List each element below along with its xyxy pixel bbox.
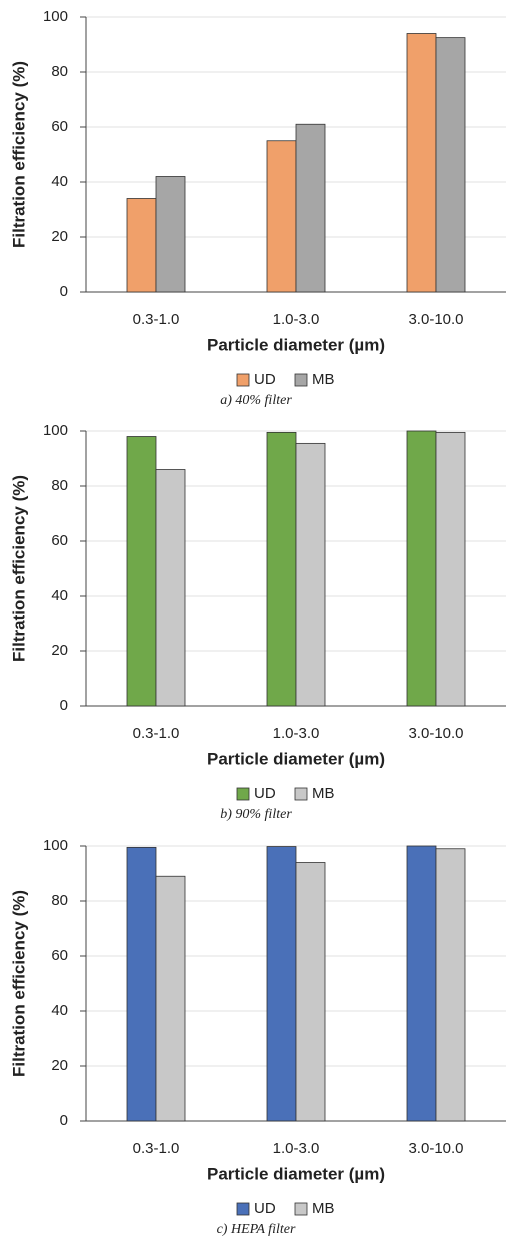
- x-axis-label: Particle diameter (µm): [207, 749, 385, 768]
- legend-label: MB: [312, 371, 335, 388]
- x-tick-label: 3.0-10.0: [408, 1140, 463, 1157]
- y-tick-label: 60: [51, 118, 68, 135]
- y-axis-label: Filtration efficiency (%): [9, 475, 28, 662]
- y-tick-label: 100: [43, 8, 68, 25]
- x-tick-label: 0.3-1.0: [133, 725, 180, 742]
- y-tick-label: 80: [51, 63, 68, 80]
- bar: [126, 436, 157, 707]
- legend-swatch: [236, 373, 250, 387]
- bar: [406, 430, 437, 707]
- x-axis-label: Particle diameter (µm): [207, 335, 385, 354]
- bar: [155, 875, 186, 1122]
- y-tick-label: 100: [43, 422, 68, 439]
- y-tick-label: 0: [60, 283, 68, 300]
- bar: [435, 848, 466, 1122]
- x-tick-label: 3.0-10.0: [408, 311, 463, 328]
- x-tick-label: 0.3-1.0: [133, 311, 180, 328]
- legend-label: MB: [312, 1200, 335, 1217]
- y-tick-label: 40: [51, 173, 68, 190]
- legend-swatch: [236, 1202, 250, 1216]
- legend-swatch: [294, 373, 308, 387]
- x-tick-label: 1.0-3.0: [273, 725, 320, 742]
- y-tick-label: 60: [51, 532, 68, 549]
- y-tick-label: 0: [60, 697, 68, 714]
- bar: [266, 431, 297, 707]
- x-tick-label: 0.3-1.0: [133, 1140, 180, 1157]
- legend-swatch: [294, 787, 308, 801]
- legend-label: UD: [254, 371, 276, 388]
- y-tick-label: 100: [43, 837, 68, 854]
- y-tick-label: 80: [51, 477, 68, 494]
- x-tick-label: 1.0-3.0: [273, 311, 320, 328]
- bar: [295, 862, 326, 1122]
- caption: b) 90% filter: [220, 807, 292, 822]
- y-tick-label: 40: [51, 1002, 68, 1019]
- legend-label: UD: [254, 785, 276, 802]
- bar: [155, 176, 186, 293]
- bar: [295, 123, 326, 293]
- y-tick-label: 20: [51, 642, 68, 659]
- bar: [266, 846, 297, 1122]
- y-axis-label: Filtration efficiency (%): [9, 890, 28, 1077]
- y-tick-label: 0: [60, 1112, 68, 1129]
- bar: [266, 140, 297, 293]
- legend-label: UD: [254, 1200, 276, 1217]
- x-tick-label: 1.0-3.0: [273, 1140, 320, 1157]
- legend-label: MB: [312, 785, 335, 802]
- legend-swatch: [294, 1202, 308, 1216]
- bar: [435, 431, 466, 707]
- legend-swatch: [236, 787, 250, 801]
- y-axis-label: Filtration efficiency (%): [9, 61, 28, 248]
- bar: [435, 37, 466, 293]
- y-tick-label: 20: [51, 228, 68, 245]
- x-tick-label: 3.0-10.0: [408, 725, 463, 742]
- y-tick-label: 60: [51, 947, 68, 964]
- caption: a) 40% filter: [220, 393, 292, 408]
- bar: [406, 33, 437, 293]
- caption: c) HEPA filter: [217, 1222, 296, 1237]
- bar: [126, 846, 157, 1122]
- y-tick-label: 80: [51, 892, 68, 909]
- bar: [126, 198, 157, 293]
- y-tick-label: 20: [51, 1057, 68, 1074]
- x-axis-label: Particle diameter (µm): [207, 1164, 385, 1183]
- bar: [155, 469, 186, 707]
- bar: [406, 845, 437, 1122]
- y-tick-label: 40: [51, 587, 68, 604]
- bar: [295, 442, 326, 707]
